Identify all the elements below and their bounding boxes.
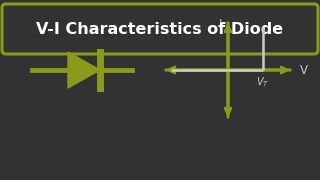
Text: V: V bbox=[300, 64, 308, 76]
Text: V-I Characteristics of Diode: V-I Characteristics of Diode bbox=[36, 21, 284, 37]
Text: $V_T$: $V_T$ bbox=[256, 75, 270, 89]
Text: I: I bbox=[219, 18, 223, 31]
FancyBboxPatch shape bbox=[2, 4, 318, 54]
Polygon shape bbox=[68, 52, 100, 88]
